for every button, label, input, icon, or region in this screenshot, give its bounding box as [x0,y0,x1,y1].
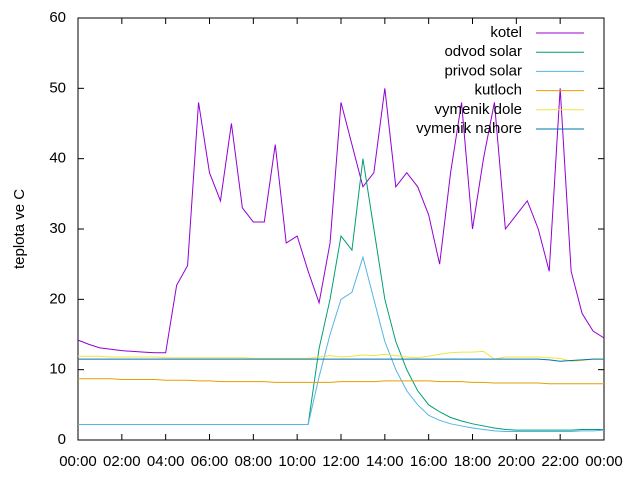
legend-label: kutloch [474,82,522,99]
x-tick-label: 00:00 [585,453,623,470]
x-tick-label: 08:00 [235,453,273,470]
x-tick-label: 02:00 [103,453,141,470]
y-axis-label: teplota ve C [11,189,28,269]
y-tick-label: 30 [49,220,66,237]
x-tick-label: 00:00 [59,453,97,470]
y-tick-label: 50 [49,79,66,96]
series-line [77,88,605,354]
y-tick-label: 20 [49,290,66,307]
x-tick-label: 16:00 [410,453,448,470]
series-line [78,158,604,431]
legend-label: odvod solar [444,43,522,60]
series-line [78,255,605,433]
plot-frame [77,17,605,441]
y-tick-label: 60 [49,9,66,26]
series-line [78,350,604,362]
x-tick-label: 06:00 [191,453,229,470]
x-tick-label: 20:00 [498,453,536,470]
legend-label: vymenik dole [434,101,522,118]
legend-label: vymenik nahore [416,120,522,137]
y-tick-label: 10 [49,361,66,378]
x-tick-label: 12:00 [322,453,360,470]
legend-label: privod solar [444,62,522,79]
x-tick-label: 10:00 [278,453,316,470]
x-tick-label: 18:00 [454,453,492,470]
y-tick-label: 0 [58,431,66,448]
series-line [78,358,604,362]
x-tick-label: 22:00 [541,453,579,470]
legend-label: kotel [490,24,522,41]
series-line [78,378,604,385]
y-tick-label: 40 [49,150,66,167]
x-tick-label: 04:00 [147,453,185,470]
x-tick-label: 14:00 [366,453,404,470]
